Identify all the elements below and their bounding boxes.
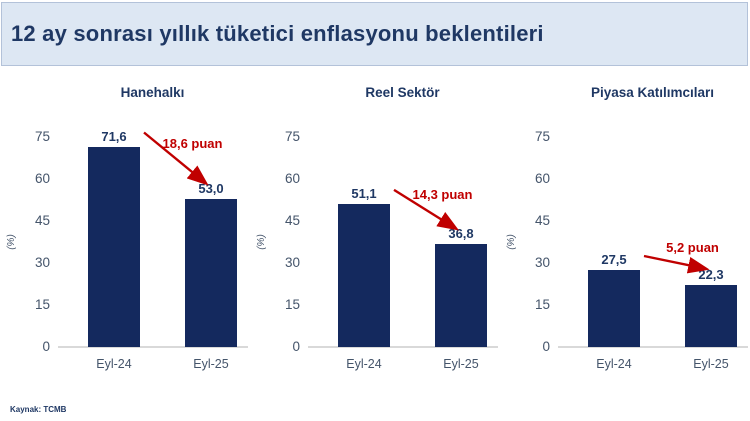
- bar: [685, 284, 737, 347]
- y-tick-label: 60: [534, 171, 550, 186]
- y-tick-label: 45: [284, 213, 300, 228]
- x-tick-label: Eyl-24: [346, 357, 382, 371]
- chart-title: Hanehalkı: [120, 85, 185, 100]
- x-axis-line: [308, 346, 498, 348]
- y-tick-label: 15: [534, 297, 550, 312]
- value-label: 27,5: [601, 252, 627, 267]
- y-tick-label: 75: [34, 129, 50, 144]
- x-tick-label: Eyl-25: [443, 357, 479, 371]
- page-title: 12 ay sonrası yıllık tüketici enflasyonu…: [11, 21, 544, 46]
- y-tick-label: 15: [284, 297, 300, 312]
- chart-title: Piyasa Katılımcıları: [590, 85, 715, 100]
- y-tick-label: 0: [42, 339, 50, 354]
- change-label: 18,6 puan: [162, 135, 223, 151]
- x-tick-label: Eyl-25: [693, 357, 729, 371]
- y-tick-label: 75: [534, 129, 550, 144]
- change-label: 5,2 puan: [666, 240, 719, 256]
- x-axis-line: [558, 346, 748, 348]
- bar: [435, 244, 487, 347]
- x-tick-label: Eyl-25: [193, 357, 229, 371]
- bar: [338, 203, 390, 347]
- chart-panel: Piyasa Katılımcıları 75 60 45 30 15 0 (%) 27,5 22…: [500, 80, 750, 380]
- change-label: 14,3 puan: [412, 186, 473, 202]
- y-tick-label: 0: [542, 339, 550, 354]
- header: 12 ay sonrası yıllık tüketici enflasyonu…: [1, 2, 748, 66]
- plot-area: 75 60 45 30 15 0 (%) 27,5 22,3 5,2 puan: [500, 129, 750, 354]
- value-label: 51,1: [351, 185, 377, 201]
- value-label: 71,6: [101, 128, 127, 144]
- y-tick-label: 60: [284, 171, 300, 186]
- y-tick-label: 30: [534, 255, 550, 270]
- plot-area: 75 60 45 30 15 0 (%) 71,6 53,0 18,6 puan: [0, 129, 250, 354]
- change-arrow-icon: [643, 254, 710, 274]
- y-tick-label: 45: [534, 213, 550, 228]
- bar: [88, 146, 140, 347]
- charts-row: Hanehalkı 75 60 45 30 15 0 (%) 71,6 53,0 18,6 puan…: [0, 80, 750, 380]
- bar: [185, 198, 237, 347]
- chart-panel: Reel Sektör 75 60 45 30 15 0 (%) 51,1 36,8 14,3 pu…: [250, 80, 500, 380]
- y-tick-label: 45: [34, 213, 50, 228]
- y-tick-label: 15: [34, 297, 50, 312]
- x-axis-line: [58, 346, 248, 348]
- bar: [588, 270, 640, 347]
- y-tick-label: 30: [284, 255, 300, 270]
- y-tick-label: 75: [284, 129, 300, 144]
- y-tick-label: 0: [292, 339, 300, 354]
- y-tick-label: 60: [34, 171, 50, 186]
- change-arrow-icon: [143, 131, 209, 186]
- x-tick-label: Eyl-24: [596, 357, 632, 371]
- chart-title: Reel Sektör: [365, 85, 440, 100]
- x-tick-label: Eyl-24: [96, 357, 132, 371]
- y-tick-label: 30: [34, 255, 50, 270]
- chart-panel: Hanehalkı 75 60 45 30 15 0 (%) 71,6 53,0 18,6 puan…: [0, 80, 250, 380]
- plot-area: 75 60 45 30 15 0 (%) 51,1 36,8 14,3 puan: [250, 129, 500, 354]
- change-arrow-icon: [393, 188, 460, 231]
- source-note: Kaynak: TCMB: [10, 405, 67, 414]
